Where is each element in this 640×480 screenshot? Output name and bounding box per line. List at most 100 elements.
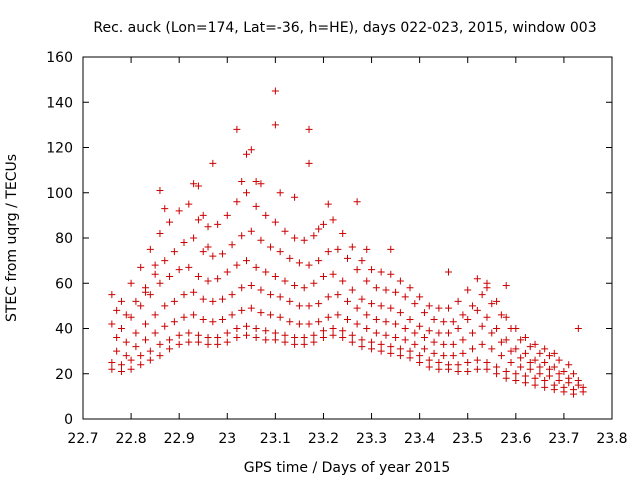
data-point bbox=[449, 318, 457, 326]
data-point bbox=[430, 315, 438, 323]
data-point bbox=[276, 313, 284, 321]
data-point bbox=[180, 313, 188, 321]
data-point bbox=[223, 338, 231, 346]
data-point bbox=[151, 261, 159, 269]
data-point bbox=[411, 329, 419, 337]
data-point bbox=[444, 268, 452, 276]
data-point bbox=[420, 345, 428, 353]
data-point bbox=[406, 354, 414, 362]
data-point bbox=[214, 334, 222, 342]
data-point bbox=[425, 363, 433, 371]
data-point bbox=[194, 331, 202, 339]
data-point bbox=[156, 352, 164, 360]
data-point bbox=[502, 336, 510, 344]
data-point bbox=[243, 150, 251, 158]
data-point bbox=[392, 320, 400, 328]
data-point bbox=[550, 381, 558, 389]
data-point bbox=[319, 334, 327, 342]
data-point bbox=[271, 272, 279, 280]
data-point bbox=[117, 297, 125, 305]
data-point bbox=[281, 227, 289, 235]
data-point bbox=[372, 329, 380, 337]
data-point bbox=[473, 306, 481, 314]
data-point bbox=[478, 340, 486, 348]
data-point bbox=[113, 334, 121, 342]
data-point bbox=[550, 363, 558, 371]
data-point bbox=[199, 211, 207, 219]
data-point bbox=[425, 302, 433, 310]
data-point bbox=[247, 146, 255, 154]
data-point bbox=[502, 374, 510, 382]
data-point bbox=[276, 293, 284, 301]
data-point bbox=[281, 338, 289, 346]
data-point bbox=[353, 266, 361, 274]
data-point bbox=[233, 125, 241, 133]
data-point bbox=[396, 345, 404, 353]
data-point bbox=[512, 370, 520, 378]
data-point bbox=[478, 291, 486, 299]
data-point bbox=[127, 313, 135, 321]
data-point bbox=[190, 288, 198, 296]
data-point bbox=[113, 306, 121, 314]
data-point bbox=[526, 358, 534, 366]
data-point bbox=[555, 377, 563, 385]
data-point bbox=[267, 311, 275, 319]
data-point bbox=[387, 349, 395, 357]
data-point bbox=[507, 358, 515, 366]
data-point bbox=[401, 325, 409, 332]
data-point bbox=[363, 245, 371, 253]
data-point bbox=[517, 354, 525, 362]
data-point bbox=[454, 361, 462, 369]
data-point bbox=[315, 225, 323, 233]
data-point bbox=[204, 277, 212, 285]
data-point bbox=[310, 279, 318, 287]
data-point bbox=[435, 358, 443, 366]
data-point bbox=[175, 266, 183, 274]
data-point bbox=[348, 331, 356, 339]
data-point bbox=[488, 345, 496, 353]
data-point bbox=[368, 300, 376, 308]
data-point bbox=[305, 302, 313, 310]
data-point bbox=[132, 329, 140, 337]
data-point bbox=[262, 327, 270, 335]
data-point bbox=[175, 207, 183, 215]
data-point bbox=[483, 313, 491, 321]
y-tick-label: 120 bbox=[46, 141, 73, 157]
data-point bbox=[190, 311, 198, 319]
data-point bbox=[396, 277, 404, 285]
data-point bbox=[161, 257, 169, 265]
data-point bbox=[247, 282, 255, 290]
data-point bbox=[281, 277, 289, 285]
data-point bbox=[545, 372, 553, 380]
data-point bbox=[127, 279, 135, 287]
data-point bbox=[449, 340, 457, 348]
data-point bbox=[247, 304, 255, 312]
data-point bbox=[416, 322, 424, 330]
data-point bbox=[166, 336, 174, 344]
data-point bbox=[185, 338, 193, 346]
data-point bbox=[536, 363, 544, 371]
data-point bbox=[190, 234, 198, 242]
data-point bbox=[262, 336, 270, 344]
data-point bbox=[108, 320, 116, 328]
data-point bbox=[252, 177, 260, 185]
data-point bbox=[223, 268, 231, 276]
data-point bbox=[315, 300, 323, 308]
data-point bbox=[459, 311, 467, 319]
data-point bbox=[180, 239, 188, 247]
data-point bbox=[497, 311, 505, 319]
data-point bbox=[132, 297, 140, 305]
data-point bbox=[122, 311, 130, 319]
data-point bbox=[223, 211, 231, 219]
data-point bbox=[243, 257, 251, 265]
data-point bbox=[377, 302, 385, 310]
data-point bbox=[166, 272, 174, 280]
data-point bbox=[512, 345, 520, 353]
data-point bbox=[344, 315, 351, 323]
data-point bbox=[228, 311, 236, 319]
data-point bbox=[209, 252, 217, 260]
data-point bbox=[488, 329, 496, 337]
data-point bbox=[146, 347, 154, 355]
data-point bbox=[334, 311, 342, 319]
data-point bbox=[464, 315, 472, 323]
